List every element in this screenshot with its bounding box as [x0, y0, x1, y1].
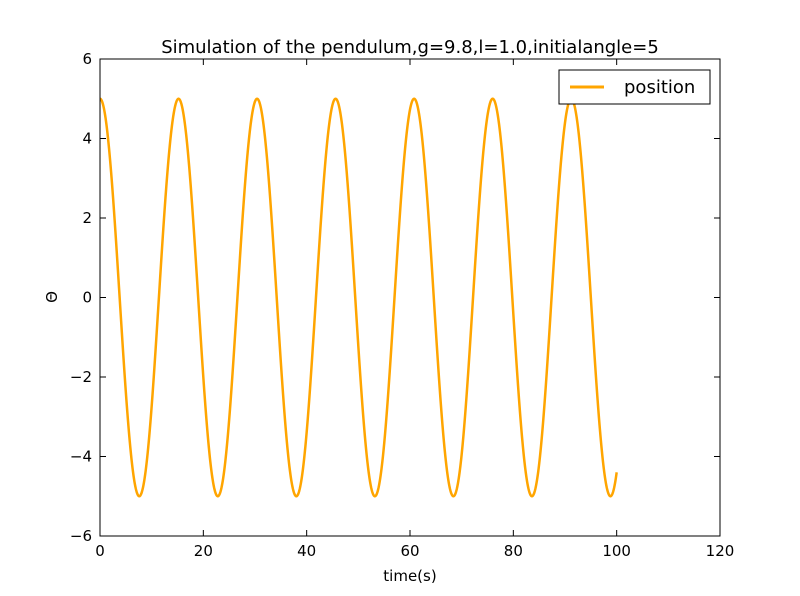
- y-tick-label: 0: [82, 289, 92, 307]
- series-layer: [99, 97, 618, 498]
- series-line-position: [99, 97, 618, 498]
- legend: position: [558, 69, 711, 105]
- plot-area: [99, 58, 721, 537]
- legend-label-position: position: [624, 77, 695, 98]
- y-tick-label: −4: [70, 448, 92, 466]
- y-tick-label: 6: [82, 50, 92, 68]
- x-tick-label: 100: [602, 542, 631, 560]
- plot-background: [100, 59, 720, 536]
- x-tick-label: 60: [400, 542, 419, 560]
- y-tick-label: −2: [70, 368, 92, 386]
- y-tick-labels: −6 −4 −2 0 2 4 6: [70, 50, 92, 545]
- x-tick-label: 40: [297, 542, 316, 560]
- x-axis-label: time(s): [383, 567, 436, 585]
- y-tick-label: 4: [82, 130, 92, 148]
- x-tick-labels: 0 20 40 60 80 100 120: [95, 542, 734, 560]
- x-tick-label: 20: [194, 542, 213, 560]
- chart-title: Simulation of the pendulum,g=9.8,l=1.0,i…: [161, 37, 659, 58]
- tick-marks: [99, 58, 721, 537]
- y-axis-label: Θ: [43, 291, 61, 303]
- y-tick-label: 2: [82, 209, 92, 227]
- x-tick-label: 0: [95, 542, 105, 560]
- x-tick-label: 120: [706, 542, 735, 560]
- x-tick-label: 80: [504, 542, 523, 560]
- y-tick-label: −6: [70, 527, 92, 545]
